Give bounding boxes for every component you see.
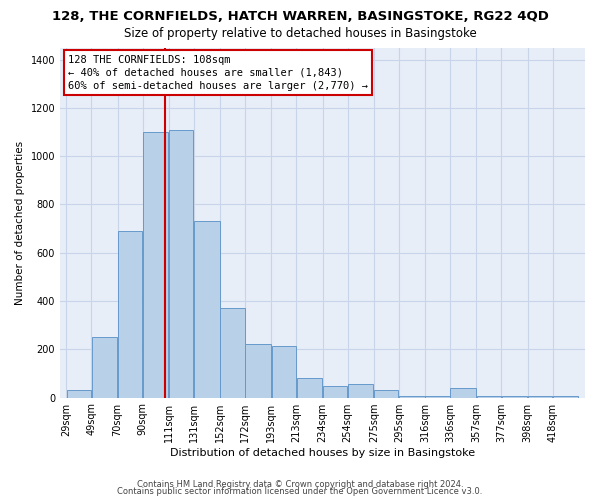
Text: Contains HM Land Registry data © Crown copyright and database right 2024.: Contains HM Land Registry data © Crown c… (137, 480, 463, 489)
Bar (143, 132, 169, 398)
Text: 128 THE CORNFIELDS: 108sqm
← 40% of detached houses are smaller (1,843)
60% of s: 128 THE CORNFIELDS: 108sqm ← 40% of deta… (68, 54, 368, 91)
Bar (118, 231, 142, 398)
Text: Size of property relative to detached houses in Basingstoke: Size of property relative to detached ho… (124, 28, 476, 40)
Bar (220, 308, 245, 398)
Bar (67, 390, 91, 398)
Bar (169, 130, 193, 398)
Bar (553, 396, 578, 398)
Bar (425, 396, 449, 398)
Bar (92, 337, 117, 398)
Bar (528, 396, 552, 398)
Bar (296, 378, 322, 398)
Bar (502, 396, 527, 398)
Y-axis label: Number of detached properties: Number of detached properties (15, 140, 25, 304)
Text: 128, THE CORNFIELDS, HATCH WARREN, BASINGSTOKE, RG22 4QD: 128, THE CORNFIELDS, HATCH WARREN, BASIN… (52, 10, 548, 23)
Bar (374, 390, 398, 398)
Bar (245, 344, 271, 398)
Bar (476, 396, 501, 398)
Bar (194, 222, 220, 398)
X-axis label: Distribution of detached houses by size in Basingstoke: Distribution of detached houses by size … (170, 448, 475, 458)
Bar (323, 386, 347, 398)
Bar (348, 384, 373, 398)
Bar (399, 396, 425, 398)
Bar (451, 388, 476, 398)
Text: Contains public sector information licensed under the Open Government Licence v3: Contains public sector information licen… (118, 487, 482, 496)
Bar (272, 346, 296, 398)
